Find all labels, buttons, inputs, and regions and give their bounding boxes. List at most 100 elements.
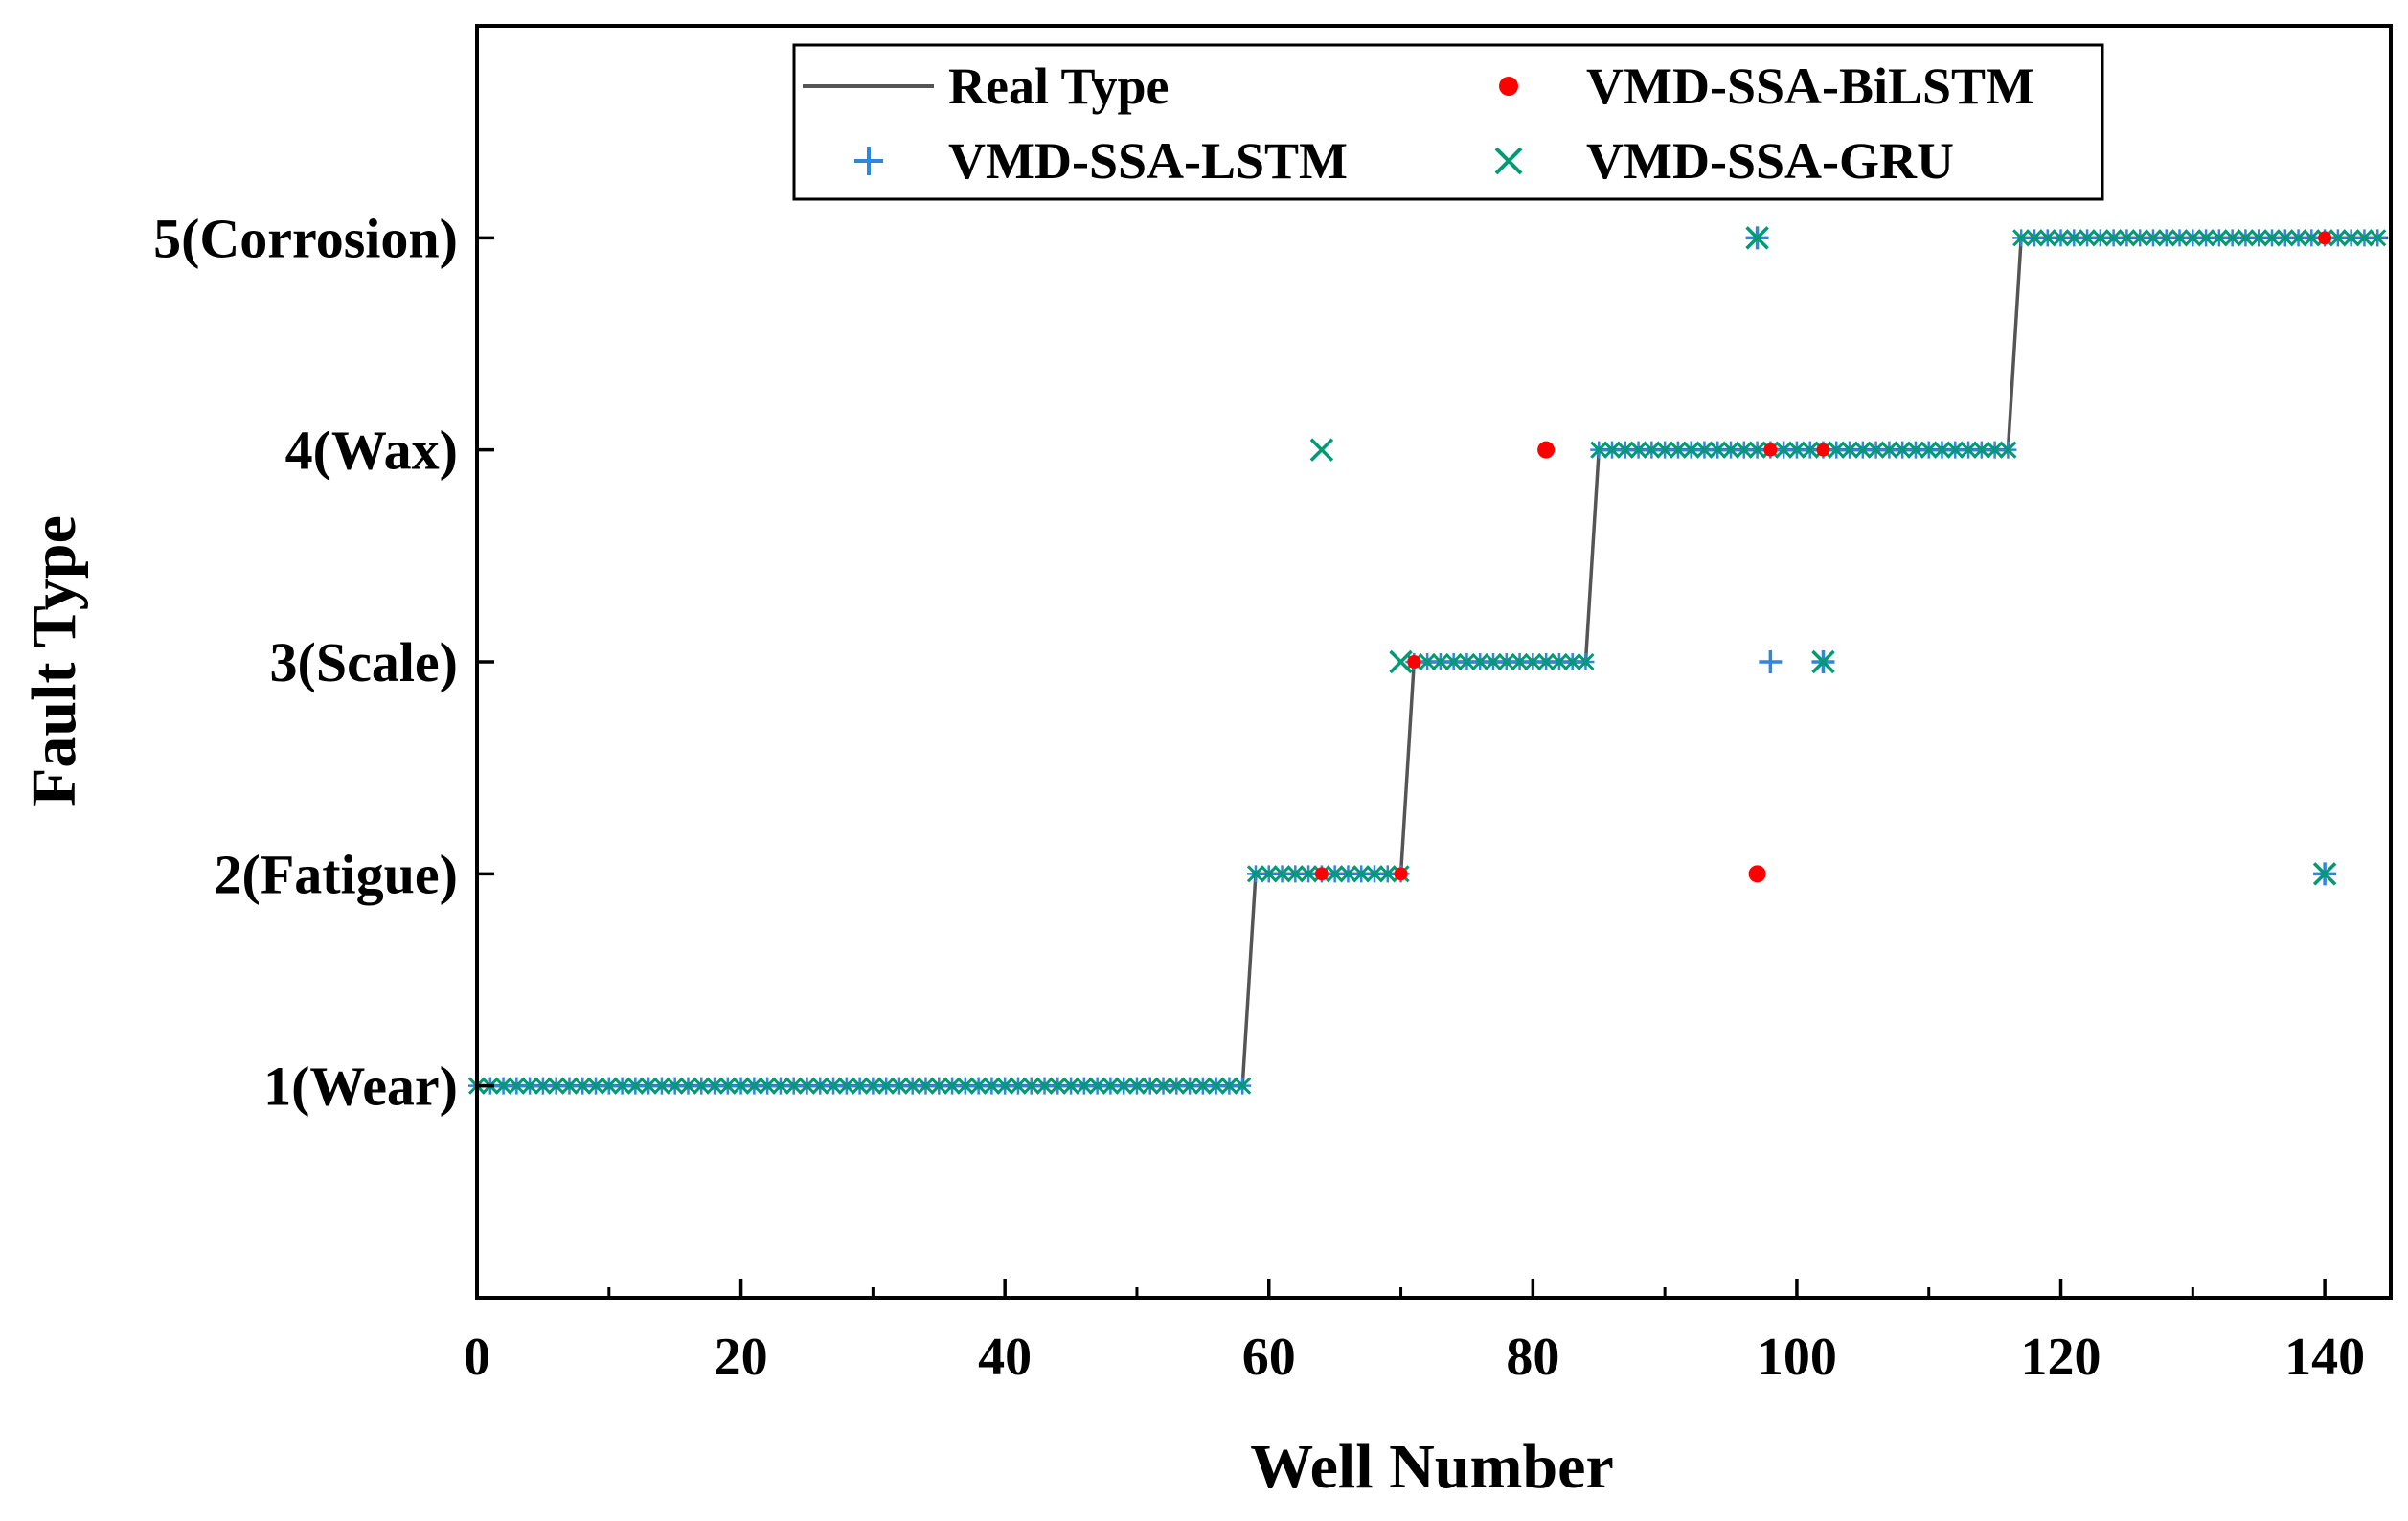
gru-point — [1444, 652, 1463, 671]
gru-point — [1049, 1077, 1067, 1095]
gru-point — [560, 1077, 579, 1095]
gru-point — [1629, 441, 1647, 459]
gru-point — [930, 1077, 948, 1095]
gru-point — [1656, 441, 1674, 459]
gru-point — [1168, 1077, 1186, 1095]
gru-point — [2118, 229, 2136, 247]
gru-point — [1894, 441, 1912, 459]
y-axis-label: Fault Type — [19, 515, 89, 806]
gru-point — [1022, 1077, 1040, 1095]
gru-point — [811, 1077, 829, 1095]
gru-point — [1193, 1077, 1212, 1095]
gru-point — [2223, 229, 2241, 247]
y-tick-label: 2(Fatigue) — [215, 843, 459, 905]
plot-area — [467, 226, 2389, 1095]
gru-point — [1721, 441, 1740, 459]
gru-point — [1999, 441, 2017, 459]
gru-point — [1920, 441, 1938, 459]
x-axis-label: Well Number — [1250, 1432, 1613, 1502]
gru-point — [705, 1077, 724, 1095]
legend-gru-label: VMD-SSA-GRU — [1586, 132, 1954, 190]
gru-point — [2052, 229, 2070, 247]
gru-point — [521, 1077, 539, 1095]
gru-point — [1972, 441, 1990, 459]
gru-point — [1431, 652, 1449, 671]
gru-point — [2262, 229, 2282, 247]
gru-outlier-point — [1811, 649, 1835, 674]
gru-point — [1115, 1077, 1133, 1095]
gru-point — [2369, 229, 2387, 247]
bilstm-highlight-point — [1394, 867, 1408, 881]
gru-point — [983, 1077, 1001, 1095]
gru-point — [1524, 652, 1542, 671]
gru-point — [718, 1077, 737, 1095]
gru-point — [494, 1077, 512, 1095]
gru-point — [2276, 229, 2294, 247]
x-tick-label: 120 — [2021, 1328, 2101, 1387]
x-tick-label: 140 — [2284, 1328, 2365, 1387]
gru-point — [2184, 229, 2202, 247]
gru-point — [877, 1077, 896, 1095]
gru-point — [2250, 229, 2268, 247]
gru-point — [1682, 441, 1700, 459]
gru-point — [666, 1077, 684, 1095]
gru-point — [1062, 1077, 1080, 1095]
gru-point — [1550, 652, 1568, 671]
bilstm-highlight-point — [1314, 867, 1329, 881]
gru-point — [1365, 865, 1384, 883]
gru-outlier-point — [1745, 226, 1769, 250]
gru-point — [917, 1077, 935, 1095]
gru-point — [1127, 1077, 1147, 1095]
gru-point — [2012, 229, 2031, 247]
legend-gru-swatch — [1494, 147, 1523, 175]
y-tick-label: 3(Scale) — [270, 631, 459, 693]
gru-point — [1867, 441, 1885, 459]
gru-point — [956, 1077, 974, 1095]
gru-point — [1273, 865, 1291, 883]
gru-point — [2131, 229, 2149, 247]
gru-point — [574, 1077, 592, 1095]
gru-point — [2065, 229, 2083, 247]
gru-point — [1339, 865, 1357, 883]
gru-point — [759, 1077, 777, 1095]
gru-point — [1352, 865, 1371, 883]
gru-point — [1141, 1077, 1159, 1095]
gru-point — [745, 1077, 763, 1095]
gru-point — [1735, 441, 1753, 459]
gru-point — [1009, 1077, 1028, 1095]
bilstm-highlight-point — [1816, 443, 1830, 457]
gru-point — [784, 1077, 803, 1095]
legend-box — [792, 43, 2104, 201]
gru-point — [1775, 441, 1793, 459]
bilstm-outlier-point — [1748, 865, 1766, 883]
gru-point — [1695, 441, 1714, 459]
gru-point — [1075, 1077, 1093, 1095]
gru-outlier-point — [1389, 649, 1413, 674]
legend-lstm-swatch — [854, 147, 883, 175]
gru-point — [547, 1077, 565, 1095]
gru-point — [837, 1077, 855, 1095]
x-tick-label: 60 — [1242, 1328, 1296, 1387]
gru-point — [1419, 652, 1437, 671]
gru-point — [1286, 865, 1305, 883]
gru-point — [508, 1077, 526, 1095]
gru-point — [1154, 1077, 1172, 1095]
gru-point — [1616, 441, 1634, 459]
legend-lstm-label: VMD-SSA-LSTM — [948, 132, 1348, 190]
gru-point — [1906, 441, 1925, 459]
gru-point — [1484, 652, 1503, 671]
gru-point — [1563, 652, 1581, 671]
gru-point — [1088, 1077, 1106, 1095]
bilstm-highlight-point — [1763, 443, 1778, 457]
gru-point — [2342, 229, 2360, 247]
gru-point — [1840, 441, 1859, 459]
y-tick-label: 4(Wax) — [285, 420, 458, 482]
gru-outlier-point — [2312, 862, 2337, 886]
gru-point — [1497, 652, 1515, 671]
gru-point — [903, 1077, 921, 1095]
gru-point — [2025, 229, 2044, 247]
gru-point — [652, 1077, 670, 1095]
gru-point — [824, 1077, 843, 1095]
gru-point — [1986, 441, 2004, 459]
x-tick-label: 100 — [1757, 1328, 1837, 1387]
